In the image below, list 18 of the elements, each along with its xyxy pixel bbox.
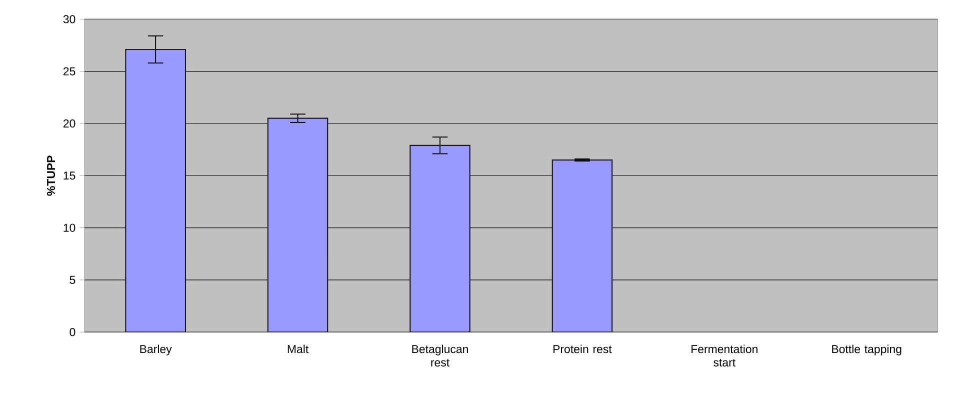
x-tick-label: Barley	[140, 344, 172, 356]
y-tick-label: 10	[64, 224, 76, 232]
x-tick-label: Bottle tapping	[832, 344, 902, 356]
y-tick-label: 20	[63, 119, 76, 128]
y-tick-label: 25	[63, 67, 76, 76]
x-tick-label: Betaglucan rest	[412, 344, 468, 366]
y-tick-label: 30	[63, 15, 76, 24]
x-tick-label: Fermentation start	[692, 344, 758, 366]
x-tick-label: Protein rest	[553, 344, 612, 354]
bar	[125, 48, 186, 332]
y-axis-title: %TUPP	[46, 156, 56, 196]
y-tick-label: 5	[70, 276, 76, 284]
bar	[552, 159, 613, 332]
y-tick-label: 0	[70, 328, 76, 336]
bar	[267, 118, 328, 332]
x-tick-label: Malt	[288, 344, 309, 354]
bar	[410, 144, 470, 332]
y-tick-label: 15	[64, 172, 76, 180]
